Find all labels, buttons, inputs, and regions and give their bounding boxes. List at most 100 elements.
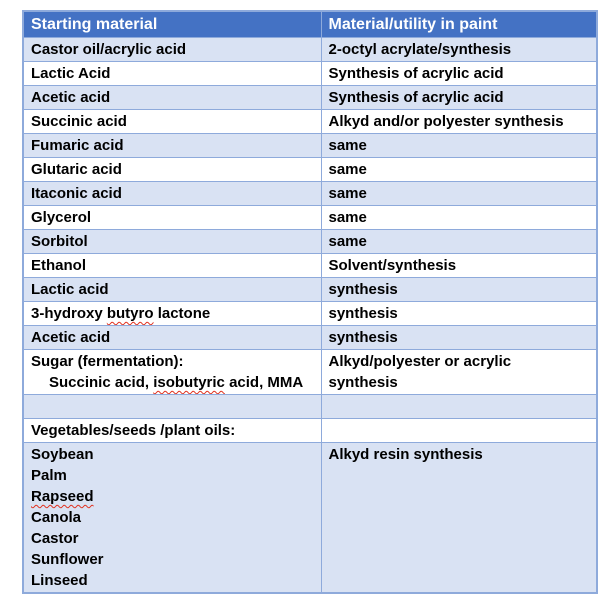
cell-line: same bbox=[329, 183, 591, 204]
cell-line: same bbox=[329, 159, 591, 180]
starting-material-cell: Castor oil/acrylic acid bbox=[22, 37, 322, 62]
starting-material-cell: Succinic acid bbox=[22, 109, 322, 134]
misspelled-word: Rapseed bbox=[31, 488, 94, 505]
text-segment: Soybean bbox=[31, 446, 94, 463]
text-segment: Castor bbox=[31, 530, 79, 547]
text-segment: Linseed bbox=[31, 572, 88, 589]
cell-line: Glycerol bbox=[31, 207, 315, 228]
starting-material-cell: 3-hydroxy butyro lactone bbox=[22, 301, 322, 326]
text-segment: Ethanol bbox=[31, 257, 86, 274]
cell-line: Alkyd and/or polyester synthesis bbox=[329, 111, 591, 132]
starting-material-cell: Lactic acid bbox=[22, 277, 322, 302]
material-utility-cell: same bbox=[320, 181, 598, 206]
text-segment: synthesis bbox=[328, 281, 398, 298]
text-segment: Alkyd and/or polyester synthesis bbox=[328, 113, 564, 130]
text-segment: Acetic acid bbox=[31, 329, 111, 346]
text-segment: synthesis bbox=[328, 329, 398, 346]
starting-material-cell: Sugar (fermentation): Succinic acid, isob… bbox=[22, 349, 322, 395]
table-row: Glycerol same bbox=[22, 205, 598, 230]
cell-line: Castor oil/acrylic acid bbox=[31, 39, 315, 60]
misspelled-word: butyro bbox=[106, 305, 154, 322]
cell-line: Alkyd resin synthesis bbox=[329, 444, 591, 465]
text-segment: 3-hydroxy bbox=[31, 305, 107, 322]
table-row: Acetic acid Synthesis of acrylic acid bbox=[22, 85, 598, 110]
text-segment: same bbox=[328, 233, 367, 250]
text-segment: acid, MMA bbox=[224, 374, 304, 391]
cell-line: Succinic acid bbox=[31, 111, 315, 132]
starting-material-cell bbox=[22, 394, 322, 419]
table-row: Vegetables/seeds /plant oils: bbox=[22, 418, 598, 443]
starting-material-cell: Itaconic acid bbox=[22, 181, 322, 206]
header-row: Starting material Material/utility in pa… bbox=[22, 10, 598, 38]
bio-starting-materials-table: Starting material Material/utility in pa… bbox=[22, 10, 598, 594]
cell-line: Lactic acid bbox=[31, 279, 315, 300]
cell-line: Linseed bbox=[31, 570, 315, 591]
starting-material-cell: Lactic Acid bbox=[22, 61, 322, 86]
cell-line: same bbox=[329, 207, 591, 228]
text-segment: 2-octyl acrylate/synthesis bbox=[328, 41, 512, 58]
material-utility-cell: Alkyd/polyester or acrylic synthesis bbox=[320, 349, 598, 395]
text-segment: same bbox=[328, 137, 367, 154]
cell-line: Lactic Acid bbox=[31, 63, 315, 84]
text-segment: Synthesis of acrylic acid bbox=[328, 65, 504, 82]
cell-line: synthesis bbox=[329, 327, 591, 348]
cell-line: same bbox=[329, 231, 591, 252]
table-row: Fumaric acid same bbox=[22, 133, 598, 158]
text-segment: Itaconic acid bbox=[31, 185, 122, 202]
text-segment: same bbox=[328, 161, 367, 178]
cell-line: Succinic acid, isobutyric acid, MMA bbox=[31, 372, 315, 393]
cell-line: Ethanol bbox=[31, 255, 315, 276]
material-utility-cell: Alkyd and/or polyester synthesis bbox=[320, 109, 598, 134]
text-segment: Sugar (fermentation): bbox=[31, 353, 184, 370]
table-row: Itaconic acid same bbox=[22, 181, 598, 206]
text-segment: Succinic acid bbox=[31, 113, 127, 130]
text-segment: lactone bbox=[153, 305, 211, 322]
cell-line bbox=[31, 396, 315, 417]
cell-line: Itaconic acid bbox=[31, 183, 315, 204]
table-row: Lactic Acid Synthesis of acrylic acid bbox=[22, 61, 598, 86]
column-header-material-utility: Material/utility in paint bbox=[320, 10, 598, 38]
text-segment: Lactic Acid bbox=[31, 65, 111, 82]
cell-line: Glutaric acid bbox=[31, 159, 315, 180]
table-row: Soybean Palm Rapseed Canola Castor Sunflower L… bbox=[22, 442, 598, 594]
text-segment: synthesis bbox=[328, 305, 398, 322]
cell-line: Canola bbox=[31, 507, 315, 528]
text-segment: Vegetables/seeds /plant oils: bbox=[31, 422, 236, 439]
text-segment: Alkyd resin synthesis bbox=[328, 446, 483, 463]
material-utility-cell: Solvent/synthesis bbox=[320, 253, 598, 278]
text-segment: Alkyd/polyester or acrylic bbox=[328, 353, 512, 370]
material-utility-cell: synthesis bbox=[320, 325, 598, 350]
starting-material-cell: Glycerol bbox=[22, 205, 322, 230]
cell-line: Synthesis of acrylic acid bbox=[329, 87, 591, 108]
table-row bbox=[22, 394, 598, 419]
cell-line: Sugar (fermentation): bbox=[31, 351, 315, 372]
text-segment: Lactic acid bbox=[31, 281, 109, 298]
text-segment: Solvent/synthesis bbox=[328, 257, 457, 274]
material-utility-cell: same bbox=[320, 205, 598, 230]
table-row: Acetic acid synthesis bbox=[22, 325, 598, 350]
table-row: Castor oil/acrylic acid 2-octyl acrylate/… bbox=[22, 37, 598, 62]
cell-line: Palm bbox=[31, 465, 315, 486]
table-row: Succinic acid Alkyd and/or polyester synt… bbox=[22, 109, 598, 134]
text-segment: Sorbitol bbox=[31, 233, 88, 250]
text-segment: Palm bbox=[31, 467, 67, 484]
material-utility-cell: Synthesis of acrylic acid bbox=[320, 61, 598, 86]
cell-line: Sunflower bbox=[31, 549, 315, 570]
cell-line: 2-octyl acrylate/synthesis bbox=[329, 39, 591, 60]
material-utility-cell: same bbox=[320, 133, 598, 158]
material-utility-cell: synthesis bbox=[320, 277, 598, 302]
text-segment: Canola bbox=[31, 509, 82, 526]
text-segment: same bbox=[328, 185, 367, 202]
text-segment: Sunflower bbox=[31, 551, 104, 568]
text-segment: Synthesis of acrylic acid bbox=[328, 89, 504, 106]
material-utility-cell: 2-octyl acrylate/synthesis bbox=[320, 37, 598, 62]
cell-line: same bbox=[329, 135, 591, 156]
material-utility-cell: same bbox=[320, 157, 598, 182]
starting-material-cell: Sorbitol bbox=[22, 229, 322, 254]
cell-line: Alkyd/polyester or acrylic bbox=[329, 351, 591, 372]
table-row: Sugar (fermentation): Succinic acid, isob… bbox=[22, 349, 598, 395]
cell-line: Soybean bbox=[31, 444, 315, 465]
material-utility-cell: Alkyd resin synthesis bbox=[320, 442, 598, 594]
table-row: 3-hydroxy butyro lactone synthesis bbox=[22, 301, 598, 326]
cell-line: synthesis bbox=[329, 279, 591, 300]
